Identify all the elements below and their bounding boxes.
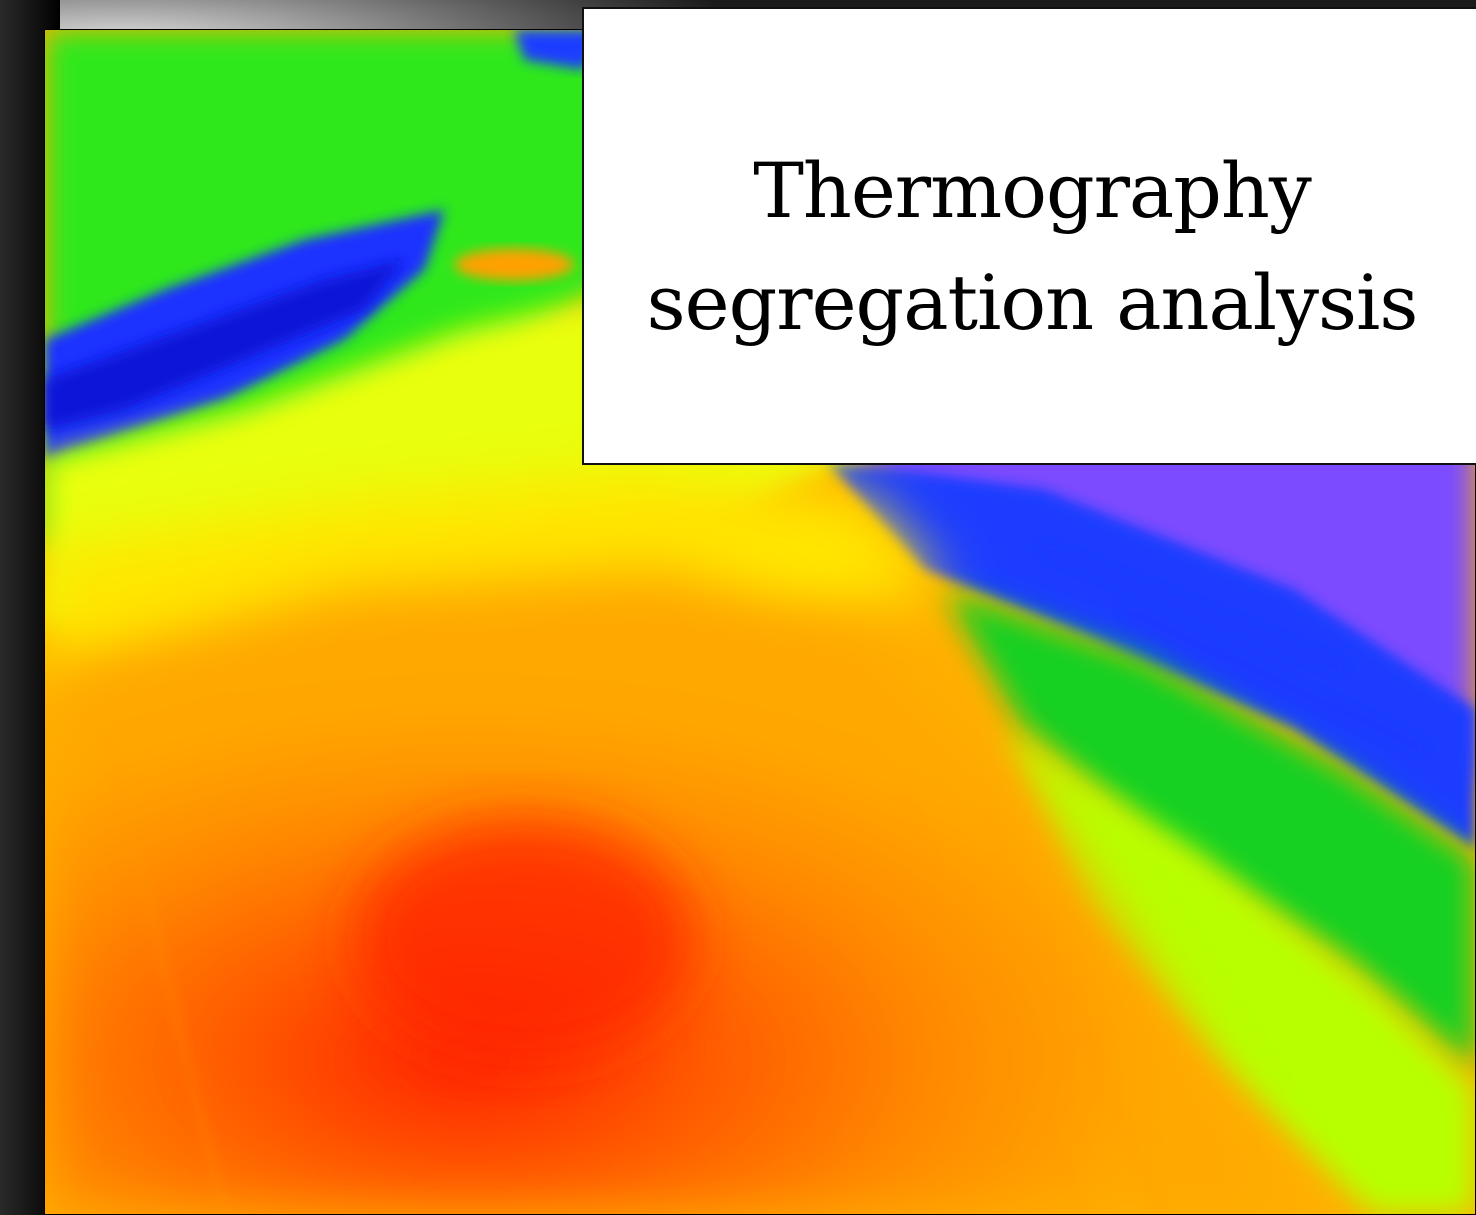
slide-title: Thermography segregation analysis: [646, 135, 1419, 359]
title-box: Thermography segregation analysis: [582, 7, 1476, 465]
title-line-1: Thermography: [753, 146, 1312, 235]
title-line-2: segregation analysis: [646, 258, 1419, 347]
